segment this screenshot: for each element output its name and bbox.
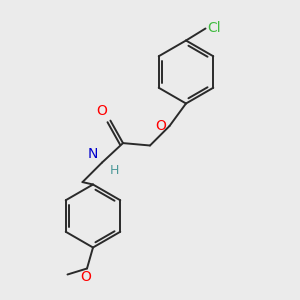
Text: Cl: Cl: [207, 21, 220, 34]
Text: N: N: [88, 147, 98, 161]
Text: O: O: [155, 119, 166, 133]
Text: O: O: [97, 103, 107, 118]
Text: O: O: [80, 270, 91, 284]
Text: H: H: [110, 164, 119, 177]
